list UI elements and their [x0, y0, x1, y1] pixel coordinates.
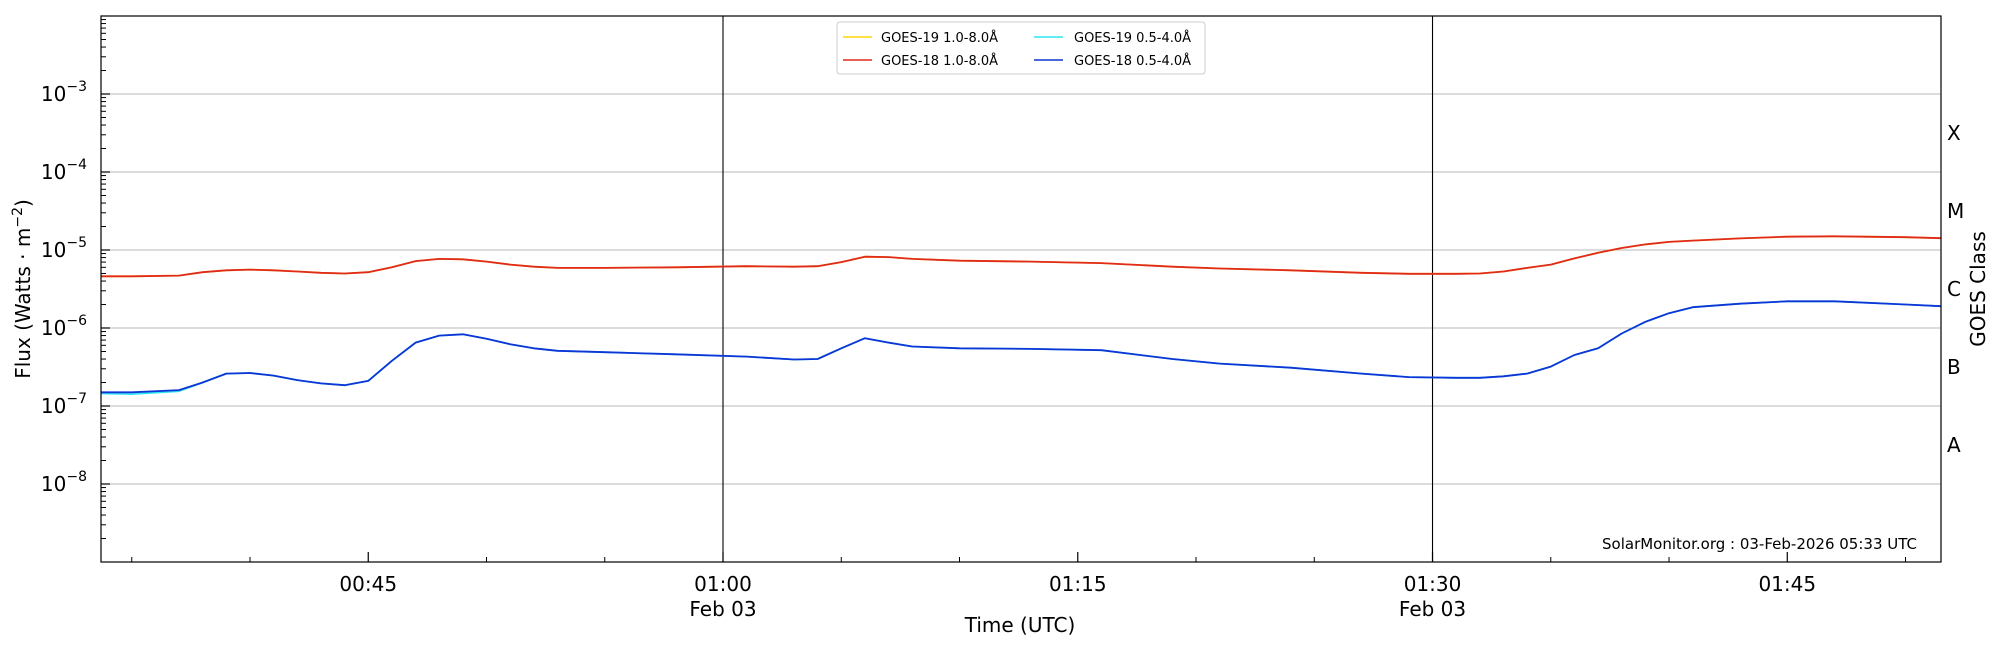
y-tick-label: 10−5 — [41, 235, 87, 262]
credit-text: SolarMonitor.org : 03-Feb-2026 05:33 UTC — [1602, 535, 1917, 553]
x-tick-label: 01:15 — [1049, 572, 1107, 596]
series-line-3 — [101, 300, 1941, 394]
legend-label-goes19-short: GOES-19 0.5-4.0Å — [1074, 30, 1191, 46]
goes-class-X: X — [1947, 121, 1961, 145]
x-tick-label: 00:45 — [339, 572, 397, 596]
goes-class-A: A — [1947, 433, 1961, 457]
legend-box — [836, 21, 1206, 75]
goes-class-axis-title: GOES Class — [1966, 231, 1990, 347]
x-tick-label: 01:00 — [694, 572, 752, 596]
goes-class-B: B — [1947, 355, 1961, 379]
y-tick-label: 10−3 — [41, 79, 87, 106]
goes-class-M: M — [1947, 199, 1964, 223]
plot-frame — [100, 15, 1942, 563]
x-tick-label: 01:30 — [1404, 572, 1462, 596]
x-axis-title: Time (UTC) — [964, 613, 1076, 637]
legend-label-goes18-short: GOES-18 0.5-4.0Å — [1074, 53, 1191, 69]
goes-class-C: C — [1947, 277, 1961, 301]
x-tick-label: 01:45 — [1758, 572, 1816, 596]
y-axis-ticks: 10−8 10−7 10−6 10−5 10−4 10−3 — [41, 19, 110, 540]
y-tick-label: 10−4 — [41, 157, 87, 184]
y-tick-label: 10−7 — [41, 391, 87, 418]
y-tick-label: 10−6 — [41, 313, 87, 340]
y-axis-title: Flux (Watts · m−2) — [10, 199, 35, 379]
legend-label-goes19-long: GOES-19 1.0-8.0Å — [881, 30, 998, 46]
series-line-1 — [101, 235, 1941, 278]
legend: GOES-19 1.0-8.0Å GOES-18 1.0-8.0Å GOES-1… — [836, 21, 1206, 75]
legend-label-goes18-long: GOES-18 1.0-8.0Å — [881, 53, 998, 69]
goes-class-labels: X M C B A — [1947, 121, 1964, 457]
x-tick-date-label: Feb 03 — [1399, 597, 1466, 621]
x-tick-date-label: Feb 03 — [689, 597, 756, 621]
flux-series — [101, 235, 1941, 396]
hourly-marker-lines — [722, 16, 1434, 562]
horizontal-gridlines — [101, 93, 1941, 485]
y-tick-label: 10−8 — [41, 469, 87, 496]
